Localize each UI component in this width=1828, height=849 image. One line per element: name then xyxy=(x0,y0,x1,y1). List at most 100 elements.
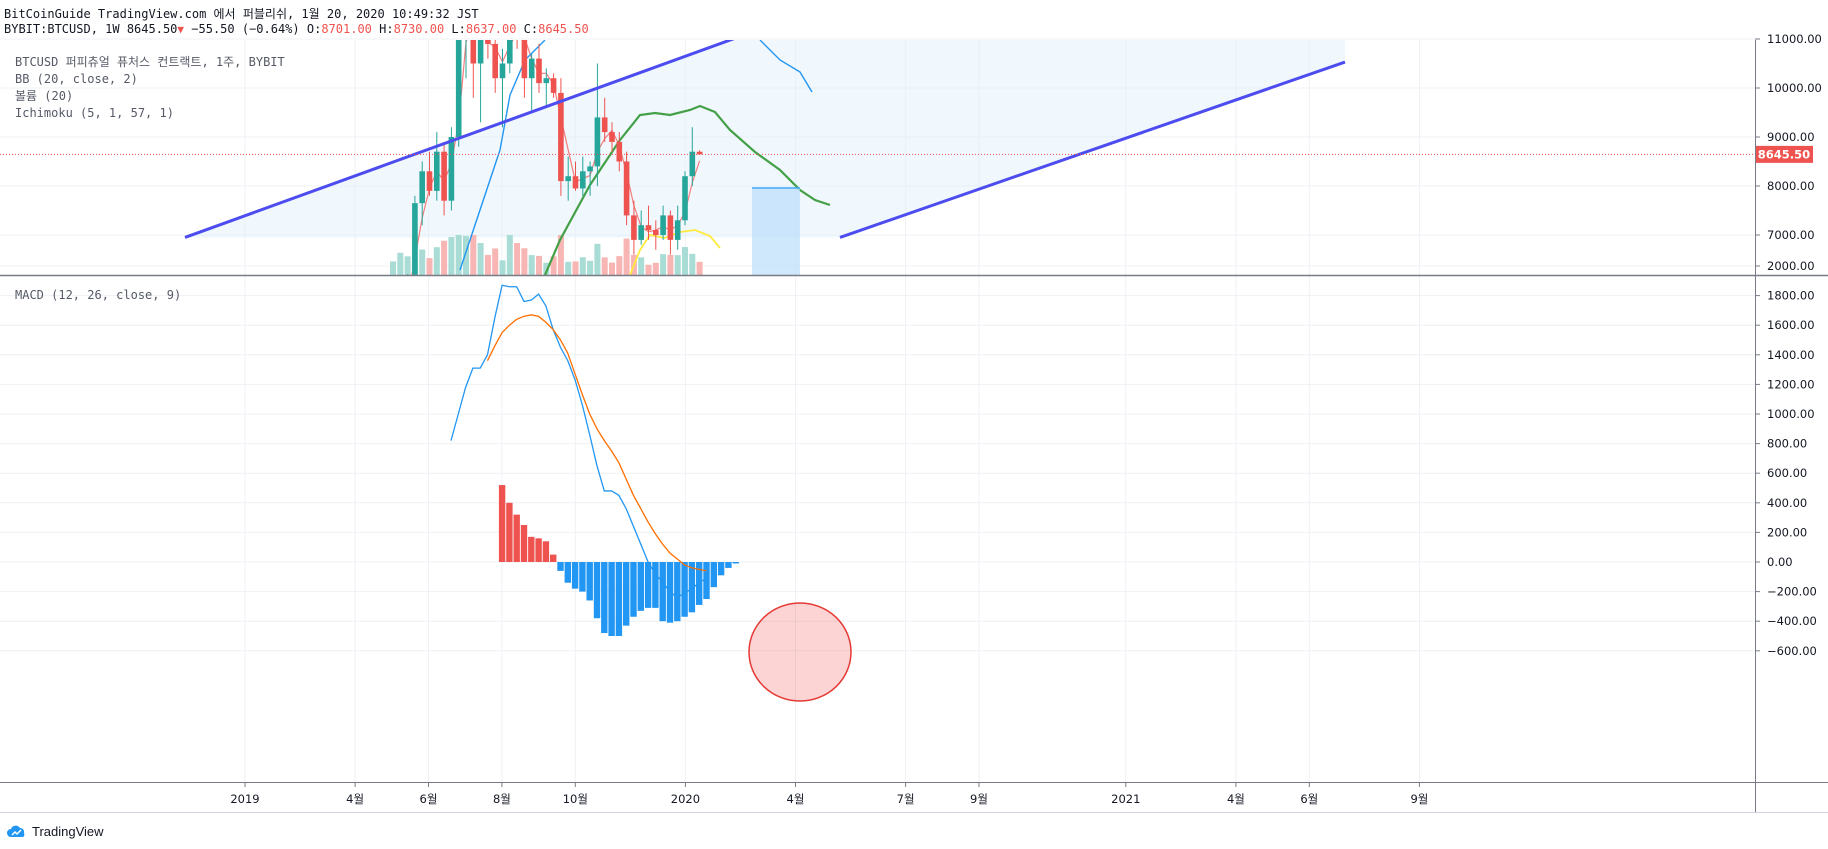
indicator-macd[interactable]: MACD (12, 26, close, 9) xyxy=(15,288,181,302)
volume-bar xyxy=(616,256,623,275)
volume-bar xyxy=(390,261,396,275)
time-tick-label: 9월 xyxy=(970,792,988,806)
close-label: C: xyxy=(523,22,539,36)
volume-bar xyxy=(528,255,535,275)
time-tick-label: 6월 xyxy=(420,792,438,806)
macd-histogram-bar xyxy=(688,562,696,613)
down-arrow-icon: ▼ xyxy=(177,23,185,36)
candle-body xyxy=(477,40,484,64)
publish-header: BitCoinGuide TradingView.com 에서 퍼블리쉬, 1월… xyxy=(4,7,479,21)
macd-histogram-bar xyxy=(717,562,725,576)
volume-bar xyxy=(514,243,521,275)
tradingview-logo[interactable]: TradingView xyxy=(6,824,104,839)
low-label: L: xyxy=(451,22,466,36)
channel-fill xyxy=(185,40,1345,238)
low-value: 8637.00 xyxy=(465,22,517,36)
open-value: 8701.00 xyxy=(321,22,372,36)
price-tick-label: 11000.00 xyxy=(1767,32,1822,46)
candle-body xyxy=(645,225,652,231)
candle-body xyxy=(448,137,455,201)
macd-histogram-bar xyxy=(564,562,571,583)
ichimoku-green-line xyxy=(543,104,831,275)
macd-tick-label: 400.00 xyxy=(1767,496,1807,510)
macd-axis[interactable]: 2000.00 1800.00 1600.00 1400.00 1200.00 1000.… xyxy=(1755,259,1817,658)
candle-body xyxy=(507,40,513,64)
macd-tick-label: 1600.00 xyxy=(1767,318,1815,332)
volume-bar xyxy=(441,240,448,275)
candle-body xyxy=(412,203,418,275)
macd-histogram-bar xyxy=(623,562,630,626)
candle-body xyxy=(572,176,579,189)
macd-pane[interactable] xyxy=(0,276,1755,782)
macd-histogram-bar xyxy=(506,502,513,562)
volume-bar xyxy=(484,254,491,275)
macd-tick-label: 1000.00 xyxy=(1767,407,1815,421)
macd-tick-label: −600.00 xyxy=(1767,644,1817,658)
volume-bar xyxy=(674,255,681,275)
candle-body xyxy=(550,78,557,93)
macd-histogram-bar xyxy=(615,562,623,636)
volume-bar xyxy=(404,256,411,275)
price-change: −55.50 (−0.64%) xyxy=(191,22,300,36)
candle-body xyxy=(616,141,623,162)
candle-body xyxy=(470,40,477,64)
candle-body xyxy=(441,151,447,201)
macd-histogram-bar xyxy=(586,562,593,601)
volume-bar xyxy=(536,255,542,275)
volume-bar xyxy=(696,261,703,275)
price-tick-label: 9000.00 xyxy=(1767,130,1815,144)
indicator-ichimoku[interactable]: Ichimoku (5, 1, 57, 1) xyxy=(15,106,174,120)
open-label: O: xyxy=(306,22,322,36)
last-price-tag-label: 8645.50 xyxy=(1758,147,1810,161)
price-axis[interactable]: 11000.00 10000.00 9000.00 8000.00 7000.00 xyxy=(1755,32,1822,242)
macd-histogram-bar xyxy=(601,562,608,634)
symbol-label: BYBIT:BTCUSD, 1W xyxy=(4,22,120,36)
volume-bar xyxy=(506,235,513,275)
volume-bar xyxy=(499,260,506,275)
volume-bar xyxy=(543,262,550,275)
volume-bar xyxy=(572,261,579,275)
macd-series xyxy=(450,284,852,702)
macd-tick-label: 600.00 xyxy=(1767,466,1807,480)
macd-histogram-bar xyxy=(528,536,535,562)
macd-histogram-bar xyxy=(593,562,601,619)
signal-line xyxy=(486,314,707,572)
indicator-title: BTCUSD 퍼피츄얼 퓨처스 컨트랙트, 1주, BYBIT xyxy=(15,55,285,69)
ohlc-header: BYBIT:BTCUSD, 1W 8645.50▼ −55.50 (−0.64%… xyxy=(4,22,589,36)
indicator-volume[interactable]: 볼륨 (20) xyxy=(15,89,73,103)
macd-histogram-bar xyxy=(498,485,506,562)
macd-tick-label: 0.00 xyxy=(1767,555,1793,569)
high-value: 8730.00 xyxy=(393,22,445,36)
macd-tick-label: −200.00 xyxy=(1767,585,1817,599)
price-series xyxy=(0,40,1755,275)
volume-bar xyxy=(433,247,440,275)
candle-body xyxy=(638,225,644,240)
macd-histogram-bar xyxy=(550,554,557,562)
volume-bar xyxy=(492,248,499,275)
macd-histogram-bar xyxy=(557,562,564,571)
logo-text: TradingView xyxy=(32,824,104,839)
volume-bar xyxy=(448,237,455,275)
macd-histogram-bar xyxy=(637,562,644,611)
macd-histogram-bar xyxy=(710,562,717,588)
candle-body xyxy=(623,161,630,216)
macd-histogram-bar xyxy=(542,541,550,562)
candle-body xyxy=(689,151,696,177)
time-axis[interactable]: 2019 4월 6월 8월 10월 2020 4월 7월 9월 2021 4월 6월 9월 xyxy=(230,782,1428,806)
price-tick-label: 7000.00 xyxy=(1767,228,1815,242)
last-price: 8645.50 xyxy=(126,22,178,36)
macd-histogram-bar xyxy=(520,525,528,562)
volume-bar xyxy=(609,262,615,275)
macd-tick-label: 1200.00 xyxy=(1767,377,1815,391)
high-label: H: xyxy=(379,22,394,36)
trend-line-upper xyxy=(184,40,735,239)
indicator-bb[interactable]: BB (20, close, 2) xyxy=(15,72,138,86)
candle-body xyxy=(492,43,498,79)
candle-body xyxy=(521,40,528,79)
macd-histogram-bar xyxy=(579,562,586,592)
time-tick-label: 2020 xyxy=(671,792,700,806)
volume-bar xyxy=(587,260,594,275)
candle-body xyxy=(434,151,440,191)
time-tick-label: 10월 xyxy=(563,792,588,806)
